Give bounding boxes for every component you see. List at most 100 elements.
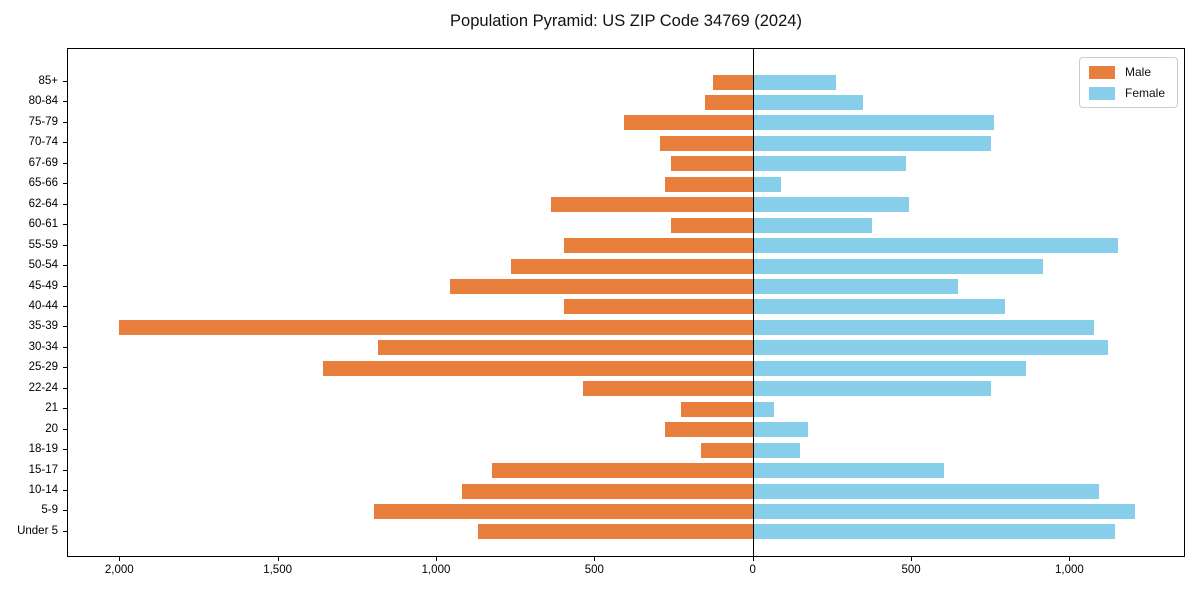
male-bar-22-24 bbox=[582, 381, 754, 397]
y-tick-mark bbox=[63, 387, 67, 389]
female-bar-21 bbox=[753, 401, 775, 417]
y-tick-label: 50-54 bbox=[28, 259, 58, 272]
female-bar-20 bbox=[753, 422, 808, 438]
female-bar-18-19 bbox=[753, 442, 800, 458]
female-bar-45-49 bbox=[753, 279, 958, 294]
y-tick-mark bbox=[63, 346, 67, 348]
y-tick-mark bbox=[63, 244, 67, 246]
y-tick-mark bbox=[63, 305, 67, 307]
male-bar-20 bbox=[665, 422, 754, 438]
y-tick-label: 55-59 bbox=[28, 238, 58, 251]
y-tick-label: 62-64 bbox=[28, 197, 58, 210]
y-tick-label: 65-66 bbox=[28, 177, 58, 190]
female-bar-65-66 bbox=[753, 176, 781, 192]
male-bar-75-79 bbox=[623, 115, 754, 131]
x-tick-label: 1,000 bbox=[1055, 564, 1084, 576]
y-tick-mark bbox=[63, 265, 67, 267]
zero-axis-line bbox=[752, 49, 755, 556]
y-tick-label: 60-61 bbox=[28, 218, 58, 231]
female-bar-50-54 bbox=[753, 258, 1044, 274]
y-tick-label: 10-14 bbox=[28, 484, 58, 496]
x-tick-mark bbox=[752, 557, 754, 561]
female-bar-75-79 bbox=[753, 115, 995, 131]
y-tick-mark bbox=[63, 428, 67, 430]
female-bar-80-84 bbox=[753, 94, 863, 110]
y-tick-mark bbox=[63, 142, 67, 144]
male-bar-18-19 bbox=[701, 442, 754, 458]
male-bar-65-66 bbox=[665, 176, 754, 192]
x-tick-mark bbox=[911, 557, 913, 561]
y-tick-mark bbox=[63, 367, 67, 369]
legend-item-female: Female bbox=[1088, 86, 1165, 100]
y-tick-label: 20 bbox=[45, 422, 58, 435]
y-tick-mark bbox=[63, 530, 67, 532]
y-tick-mark bbox=[63, 203, 67, 205]
x-tick-label: 1,500 bbox=[263, 564, 292, 576]
male-bar-5-9 bbox=[373, 503, 754, 519]
y-tick-label: 85+ bbox=[38, 75, 58, 87]
y-tick-mark bbox=[63, 510, 67, 512]
y-tick-mark bbox=[63, 224, 67, 226]
x-tick-label: 500 bbox=[901, 564, 921, 576]
female-bar-25-29 bbox=[753, 360, 1027, 376]
x-tick-label: 500 bbox=[584, 564, 604, 576]
y-tick-label: 75-79 bbox=[28, 115, 58, 128]
male-bar-under-5 bbox=[478, 524, 754, 540]
y-tick-label: 30-34 bbox=[28, 340, 58, 353]
male-bar-40-44 bbox=[563, 299, 754, 315]
y-tick-label: 40-44 bbox=[28, 299, 58, 312]
male-bar-10-14 bbox=[462, 483, 754, 499]
female-bar-under-5 bbox=[753, 524, 1115, 540]
y-tick-mark bbox=[63, 285, 67, 287]
male-bar-60-61 bbox=[671, 217, 754, 233]
female-bar-70-74 bbox=[753, 135, 992, 151]
male-legend-swatch bbox=[1088, 65, 1115, 79]
y-tick-label: Under 5 bbox=[17, 524, 58, 537]
legend-item-male: Male bbox=[1088, 65, 1165, 79]
female-bar-15-17 bbox=[753, 463, 944, 479]
legend-label-female: Female bbox=[1124, 86, 1165, 100]
y-tick-mark bbox=[63, 449, 67, 451]
y-tick-label: 18-19 bbox=[28, 443, 58, 456]
y-tick-label: 35-39 bbox=[28, 320, 58, 333]
male-bar-35-39 bbox=[118, 319, 754, 335]
female-bar-10-14 bbox=[753, 483, 1099, 499]
female-bar-35-39 bbox=[753, 319, 1095, 335]
y-tick-label: 15-17 bbox=[28, 463, 58, 476]
male-bar-55-59 bbox=[563, 238, 754, 254]
female-bar-60-61 bbox=[753, 217, 873, 233]
x-tick-mark bbox=[1069, 557, 1071, 561]
chart-title: Population Pyramid: US ZIP Code 34769 (2… bbox=[450, 12, 802, 30]
y-tick-label: 70-74 bbox=[28, 136, 58, 149]
female-bar-22-24 bbox=[753, 381, 992, 397]
male-bar-45-49 bbox=[449, 279, 754, 294]
male-bar-30-34 bbox=[378, 340, 754, 356]
y-tick-label: 21 bbox=[45, 402, 58, 415]
x-tick-mark bbox=[277, 557, 279, 561]
y-tick-mark bbox=[63, 101, 67, 103]
y-tick-label: 67-69 bbox=[28, 156, 58, 169]
male-bar-25-29 bbox=[322, 360, 754, 376]
female-bar-40-44 bbox=[753, 299, 1006, 315]
x-tick-mark bbox=[594, 557, 596, 561]
y-tick-mark bbox=[63, 408, 67, 410]
female-bar-85+ bbox=[753, 74, 837, 90]
plot-area: Male Female bbox=[67, 48, 1185, 557]
y-tick-mark bbox=[63, 81, 67, 82]
male-bar-67-69 bbox=[671, 156, 754, 172]
x-tick-label: 0 bbox=[749, 564, 756, 576]
male-bar-85+ bbox=[712, 74, 754, 90]
legend-label-male: Male bbox=[1124, 65, 1151, 79]
y-tick-mark bbox=[63, 469, 67, 471]
female-legend-swatch bbox=[1088, 86, 1115, 100]
female-bar-55-59 bbox=[753, 238, 1118, 254]
y-tick-mark bbox=[63, 183, 67, 185]
male-bar-15-17 bbox=[492, 463, 754, 479]
y-tick-mark bbox=[63, 490, 67, 491]
y-tick-label: 45-49 bbox=[28, 279, 58, 292]
female-bar-30-34 bbox=[753, 340, 1109, 356]
y-tick-mark bbox=[63, 162, 67, 164]
x-tick-mark bbox=[119, 557, 121, 561]
female-bar-5-9 bbox=[753, 503, 1136, 519]
